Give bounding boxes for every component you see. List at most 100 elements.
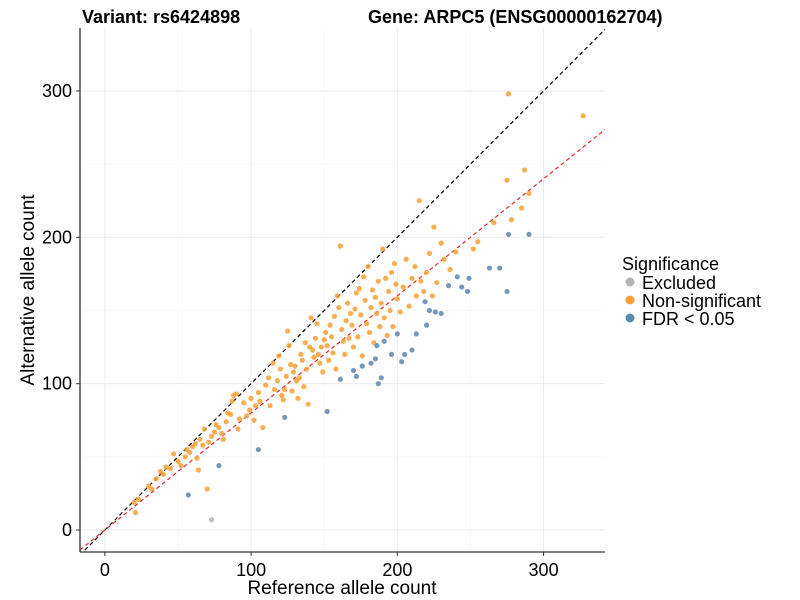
data-point-nonsig bbox=[508, 217, 515, 223]
data-point-fdr bbox=[497, 265, 503, 271]
data-point-nonsig bbox=[229, 398, 235, 404]
data-point-nonsig bbox=[305, 401, 311, 407]
data-point-nonsig bbox=[519, 205, 525, 211]
data-point-nonsig bbox=[241, 400, 247, 406]
data-point-nonsig bbox=[387, 307, 393, 314]
data-point-nonsig bbox=[282, 386, 288, 393]
data-point-nonsig bbox=[251, 417, 257, 423]
data-point-nonsig bbox=[441, 256, 447, 262]
y-axis-title: Alternative allele count bbox=[18, 194, 39, 386]
data-point-fdr bbox=[399, 359, 405, 365]
data-point-nonsig bbox=[285, 328, 291, 334]
y-tick-label: 300 bbox=[42, 81, 72, 101]
data-point-fdr bbox=[464, 288, 471, 295]
data-point-nonsig bbox=[393, 281, 399, 287]
data-point-nonsig bbox=[368, 304, 374, 311]
data-point-nonsig bbox=[324, 343, 330, 349]
data-point-fdr bbox=[255, 446, 262, 453]
data-point-fdr bbox=[505, 231, 512, 237]
chart-title-gene: Gene: ARPC5 (ENSG00000162704) bbox=[368, 7, 662, 27]
data-point-nonsig bbox=[244, 413, 250, 419]
data-point-nonsig bbox=[271, 386, 278, 393]
data-point-nonsig bbox=[301, 384, 307, 390]
legend-title: Significance bbox=[622, 254, 719, 274]
data-point-nonsig bbox=[233, 391, 240, 397]
data-point-fdr bbox=[353, 373, 359, 379]
data-point-nonsig bbox=[434, 280, 440, 286]
data-point-nonsig bbox=[135, 496, 142, 502]
legend-label-excluded: Excluded bbox=[642, 273, 716, 293]
data-point-nonsig bbox=[277, 366, 283, 372]
data-point-nonsig bbox=[390, 323, 396, 330]
data-point-nonsig bbox=[353, 290, 359, 296]
data-point-nonsig bbox=[384, 332, 390, 338]
reference-line bbox=[82, 29, 605, 552]
data-point-nonsig bbox=[170, 451, 177, 457]
data-point-nonsig bbox=[400, 284, 406, 290]
data-point-nonsig bbox=[317, 360, 323, 366]
data-point-nonsig bbox=[266, 375, 272, 381]
data-point-nonsig bbox=[342, 351, 348, 358]
data-point-nonsig bbox=[333, 366, 339, 372]
data-point-nonsig bbox=[418, 278, 424, 284]
data-point-nonsig bbox=[314, 321, 320, 327]
data-point-fdr bbox=[413, 331, 419, 337]
data-point-nonsig bbox=[326, 357, 332, 363]
data-point-nonsig bbox=[209, 433, 215, 439]
data-point-nonsig bbox=[429, 293, 436, 299]
data-point-nonsig bbox=[197, 436, 203, 442]
data-point-nonsig bbox=[339, 326, 345, 333]
data-point-nonsig bbox=[349, 322, 355, 328]
data-point-nonsig bbox=[247, 407, 253, 413]
data-point-nonsig bbox=[374, 310, 380, 317]
data-point-nonsig bbox=[267, 403, 273, 409]
data-point-nonsig bbox=[274, 378, 281, 384]
data-point-nonsig bbox=[381, 315, 387, 321]
legend: Significance ExcludedNon-significantFDR … bbox=[622, 254, 761, 329]
data-point-fdr bbox=[402, 351, 408, 358]
y-tick-label: 100 bbox=[42, 374, 72, 394]
data-point-fdr bbox=[445, 283, 452, 289]
data-point-nonsig bbox=[321, 337, 327, 343]
data-point-fdr bbox=[422, 299, 428, 305]
data-point-nonsig bbox=[364, 321, 370, 327]
data-point-nonsig bbox=[447, 266, 453, 273]
data-point-nonsig bbox=[380, 246, 386, 252]
data-point-nonsig bbox=[377, 323, 383, 330]
data-point-nonsig bbox=[312, 335, 319, 341]
y-tick-label: 0 bbox=[62, 520, 72, 540]
data-point-nonsig bbox=[397, 309, 403, 315]
data-point-nonsig bbox=[526, 190, 532, 196]
data-point-nonsig bbox=[263, 382, 269, 388]
data-point-nonsig bbox=[296, 375, 302, 381]
data-point-nonsig bbox=[580, 113, 586, 119]
x-tick-label: 100 bbox=[236, 560, 266, 580]
data-point-nonsig bbox=[286, 343, 292, 349]
data-point-nonsig bbox=[270, 360, 276, 366]
data-point-nonsig bbox=[220, 436, 226, 442]
legend-key-nonsig bbox=[625, 295, 635, 305]
data-point-nonsig bbox=[287, 362, 294, 368]
data-point-nonsig bbox=[211, 429, 218, 435]
data-point-nonsig bbox=[358, 312, 364, 318]
data-point-nonsig bbox=[219, 430, 225, 437]
data-point-nonsig bbox=[356, 285, 362, 292]
data-point-nonsig bbox=[355, 334, 361, 340]
data-point-nonsig bbox=[280, 397, 286, 403]
data-point-nonsig bbox=[470, 246, 476, 252]
data-point-nonsig bbox=[311, 354, 317, 360]
data-point-nonsig bbox=[385, 288, 392, 295]
data-point-nonsig bbox=[289, 388, 295, 394]
data-point-nonsig bbox=[406, 303, 412, 309]
data-point-nonsig bbox=[378, 300, 384, 306]
data-point-nonsig bbox=[194, 455, 200, 461]
data-point-nonsig bbox=[361, 274, 367, 280]
data-point-nonsig bbox=[216, 424, 222, 431]
data-point-nonsig bbox=[302, 340, 308, 346]
data-point-nonsig bbox=[228, 411, 234, 418]
data-point-nonsig bbox=[328, 334, 335, 340]
data-point-fdr bbox=[372, 356, 379, 362]
x-tick-label: 200 bbox=[382, 560, 412, 580]
axes: 0 100 200 300 0 100 200 300 bbox=[42, 28, 605, 580]
